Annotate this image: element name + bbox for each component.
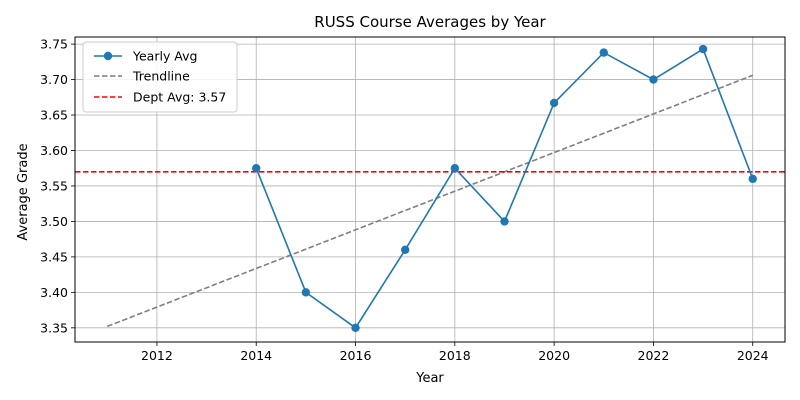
yearly-avg-point — [698, 44, 708, 54]
y-tick-label: 3.35 — [40, 320, 68, 335]
plot-series — [75, 44, 785, 333]
x-tick-label: 2022 — [638, 348, 670, 363]
yearly-avg-line — [255, 47, 754, 329]
yearly-avg-point — [599, 48, 608, 57]
x-axis-label: Year — [415, 371, 444, 386]
yearly-avg-point — [400, 245, 410, 254]
y-tick-label: 3.45 — [40, 249, 68, 264]
yearly-avg-point — [500, 217, 509, 226]
grid — [75, 37, 785, 342]
y-tick-label: 3.50 — [40, 214, 68, 229]
y-tick-label: 3.55 — [40, 178, 68, 193]
yearly-avg-point — [549, 98, 559, 108]
yearly-avg-point — [252, 164, 261, 173]
legend-label-trendline: Trendline — [132, 69, 190, 84]
legend-label-yearly-avg: Yearly Avg — [132, 49, 197, 64]
x-tick-label: 2016 — [340, 348, 372, 363]
legend-marker-yearly-avg — [103, 51, 113, 61]
yearly-avg-point — [649, 75, 658, 84]
yearly-avg-point — [748, 174, 757, 184]
axis-ticks: 2012 2014 2016 2018 2020 2022 2024 3.35 3.40 3.45… — [40, 37, 769, 363]
yearly-avg-point — [351, 323, 360, 333]
yearly-avg-point — [301, 288, 311, 297]
x-tick-label: 2018 — [439, 348, 471, 363]
y-tick-label: 3.70 — [40, 72, 68, 87]
y-tick-label: 3.65 — [40, 108, 68, 123]
y-tick-label: 3.40 — [40, 285, 68, 300]
y-tick-label: 3.75 — [40, 37, 68, 52]
x-tick-label: 2024 — [737, 348, 769, 363]
plot-frame — [74, 36, 786, 343]
legend-box — [82, 41, 238, 113]
y-axis-label: Average Grade — [16, 143, 31, 240]
x-tick-label: 2020 — [538, 348, 570, 363]
legend-label-dept-avg: Dept Avg: 3.57 — [133, 90, 226, 105]
chart-title: RUSS Course Averages by Year — [314, 13, 546, 31]
legend: Yearly Avg Trendline Dept Avg: 3.57 — [82, 41, 238, 113]
yearly-avg-point — [450, 164, 460, 173]
trendline — [106, 74, 754, 328]
x-tick-label: 2012 — [141, 348, 173, 363]
y-tick-label: 3.60 — [40, 143, 68, 158]
x-tick-label: 2014 — [240, 348, 272, 363]
